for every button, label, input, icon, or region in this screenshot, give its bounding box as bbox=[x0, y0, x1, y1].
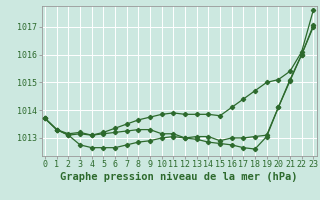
X-axis label: Graphe pression niveau de la mer (hPa): Graphe pression niveau de la mer (hPa) bbox=[60, 172, 298, 182]
